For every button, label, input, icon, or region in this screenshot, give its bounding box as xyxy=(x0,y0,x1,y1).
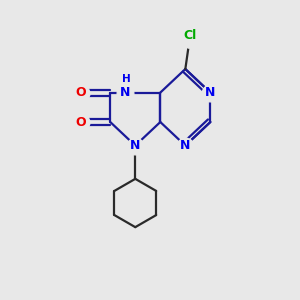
Text: N: N xyxy=(130,139,140,152)
Text: N: N xyxy=(180,139,190,152)
Text: N: N xyxy=(205,86,215,99)
Text: N: N xyxy=(120,86,130,99)
Text: H: H xyxy=(122,74,131,84)
Text: O: O xyxy=(76,86,86,99)
Text: O: O xyxy=(76,116,86,128)
Text: Cl: Cl xyxy=(183,29,196,42)
